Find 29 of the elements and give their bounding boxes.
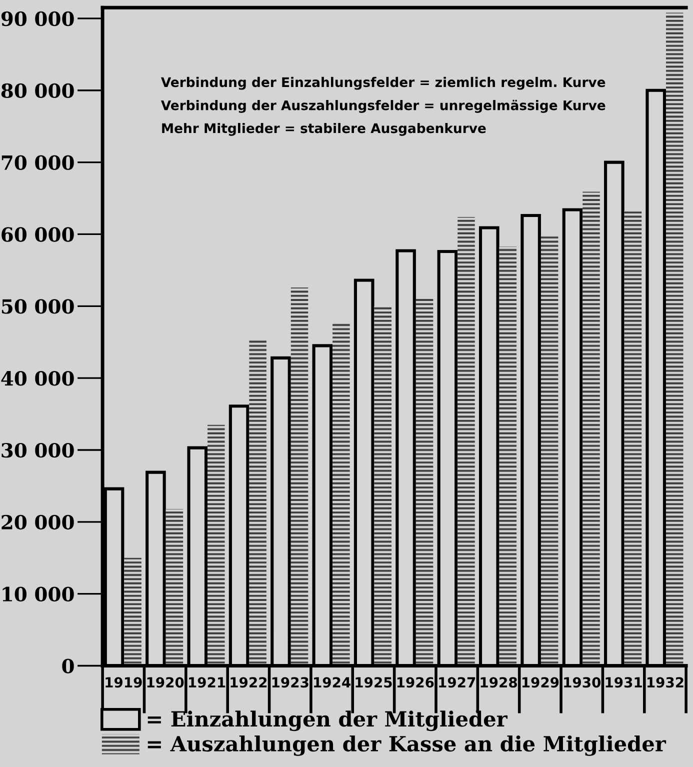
y-tick-label: 90 000 bbox=[1, 11, 74, 26]
y-tick-label: 70 000 bbox=[2, 155, 74, 170]
x-tick-label: 1929 bbox=[522, 677, 559, 688]
x-tick-label: 1930 bbox=[564, 677, 601, 688]
x-tick-label: 1926 bbox=[397, 677, 434, 688]
x-tick-label: 1924 bbox=[314, 677, 350, 688]
y-tick-label: 10 000 bbox=[2, 586, 74, 602]
y-tick-label: 0 bbox=[62, 658, 74, 674]
legend-label: = Einzahlungen der Mitglieder bbox=[148, 710, 508, 732]
x-tick-label: 1922 bbox=[230, 677, 267, 688]
x-tick-label: 1923 bbox=[272, 677, 308, 688]
x-tick-label: 1921 bbox=[189, 677, 226, 688]
y-tick-label: 30 000 bbox=[2, 442, 74, 458]
x-tick-label: 1920 bbox=[147, 677, 184, 688]
y-tick-label: 50 000 bbox=[2, 299, 74, 314]
legend-label: = Auszahlungen der Kasse an die Mitglieder bbox=[148, 735, 666, 756]
annotation: Mehr Mitglieder = stabilere Ausgabenkurve bbox=[162, 122, 486, 136]
y-tick-label: 80 000 bbox=[1, 83, 74, 98]
y-tick-label: 60 000 bbox=[2, 227, 74, 242]
x-tick-label: 1919 bbox=[106, 677, 142, 688]
x-tick-label: 1931 bbox=[606, 677, 642, 688]
x-tick-label: 1932 bbox=[647, 677, 684, 688]
annotation: Verbindung der Einzahlungsfelder = ziemlich regelm. Kurve bbox=[160, 76, 606, 90]
x-tick-label: 1927 bbox=[439, 677, 476, 688]
annotation: Verbindung der Auszahlungsfelder = unregelmässige Kurve bbox=[160, 100, 606, 113]
y-tick-label: 20 000 bbox=[2, 514, 74, 530]
x-tick-label: 1925 bbox=[356, 677, 392, 688]
x-tick-label: 1928 bbox=[480, 677, 517, 688]
y-tick-label: 40 000 bbox=[1, 371, 74, 386]
